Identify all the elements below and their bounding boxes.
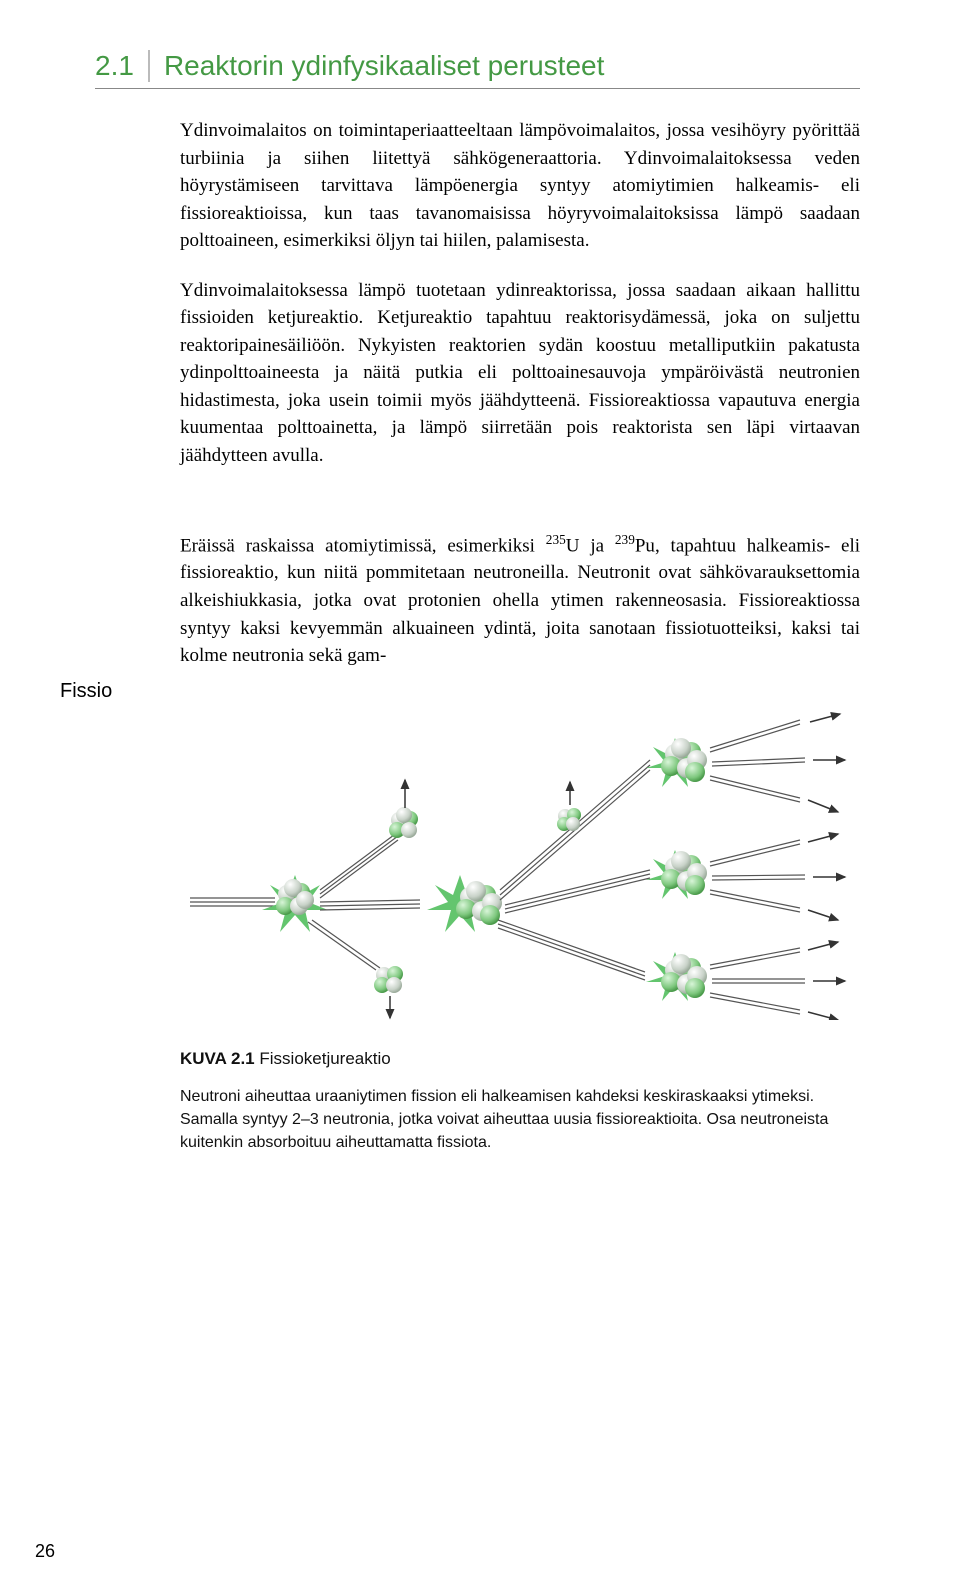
section-title: Reaktorin ydinfysikaaliset perusteet	[164, 50, 604, 82]
figure-description: Neutroni aiheuttaa uraaniytimen fission …	[180, 1085, 860, 1155]
p3-mid: ja	[579, 535, 614, 556]
nucleus-right-top-icon	[661, 738, 707, 782]
page-number: 26	[35, 1541, 55, 1562]
isotope-235-el: U	[566, 535, 580, 556]
section-heading: 2.1 Reaktorin ydinfysikaaliset perusteet	[95, 50, 860, 89]
fragment-upper-icon	[389, 807, 418, 838]
paragraph-1: Ydinvoimalaitos on toimintaperiaatteelta…	[180, 117, 860, 255]
section-number: 2.1	[95, 50, 150, 82]
nucleus-right-mid-icon	[661, 851, 707, 895]
figure-caption: KUVA 2.1 Fissioketjureaktio	[180, 1049, 860, 1069]
fission-diagram	[180, 700, 860, 1025]
paragraph-3: Eräissä raskaissa atomiytimissä, esimerk…	[180, 530, 860, 670]
nucleus-right-bot-icon	[661, 954, 707, 998]
isotope-239-mass: 239	[615, 532, 635, 547]
paragraph-2: Ydinvoimalaitoksessa lämpö tuotetaan ydi…	[180, 277, 860, 470]
sidebar-label-fissio: Fissio	[60, 680, 112, 703]
figure-label: KUVA 2.1	[180, 1049, 255, 1068]
figure-title: Fissioketjureaktio	[259, 1049, 390, 1068]
isotope-239-el: Pu	[635, 535, 655, 556]
isotope-235-mass: 235	[546, 532, 566, 547]
fragment-lower-icon	[374, 966, 403, 993]
fragment-mid-upper-icon	[557, 808, 581, 831]
p3-pre: Eräissä raskaissa atomiytimissä, esimerk…	[180, 535, 546, 556]
